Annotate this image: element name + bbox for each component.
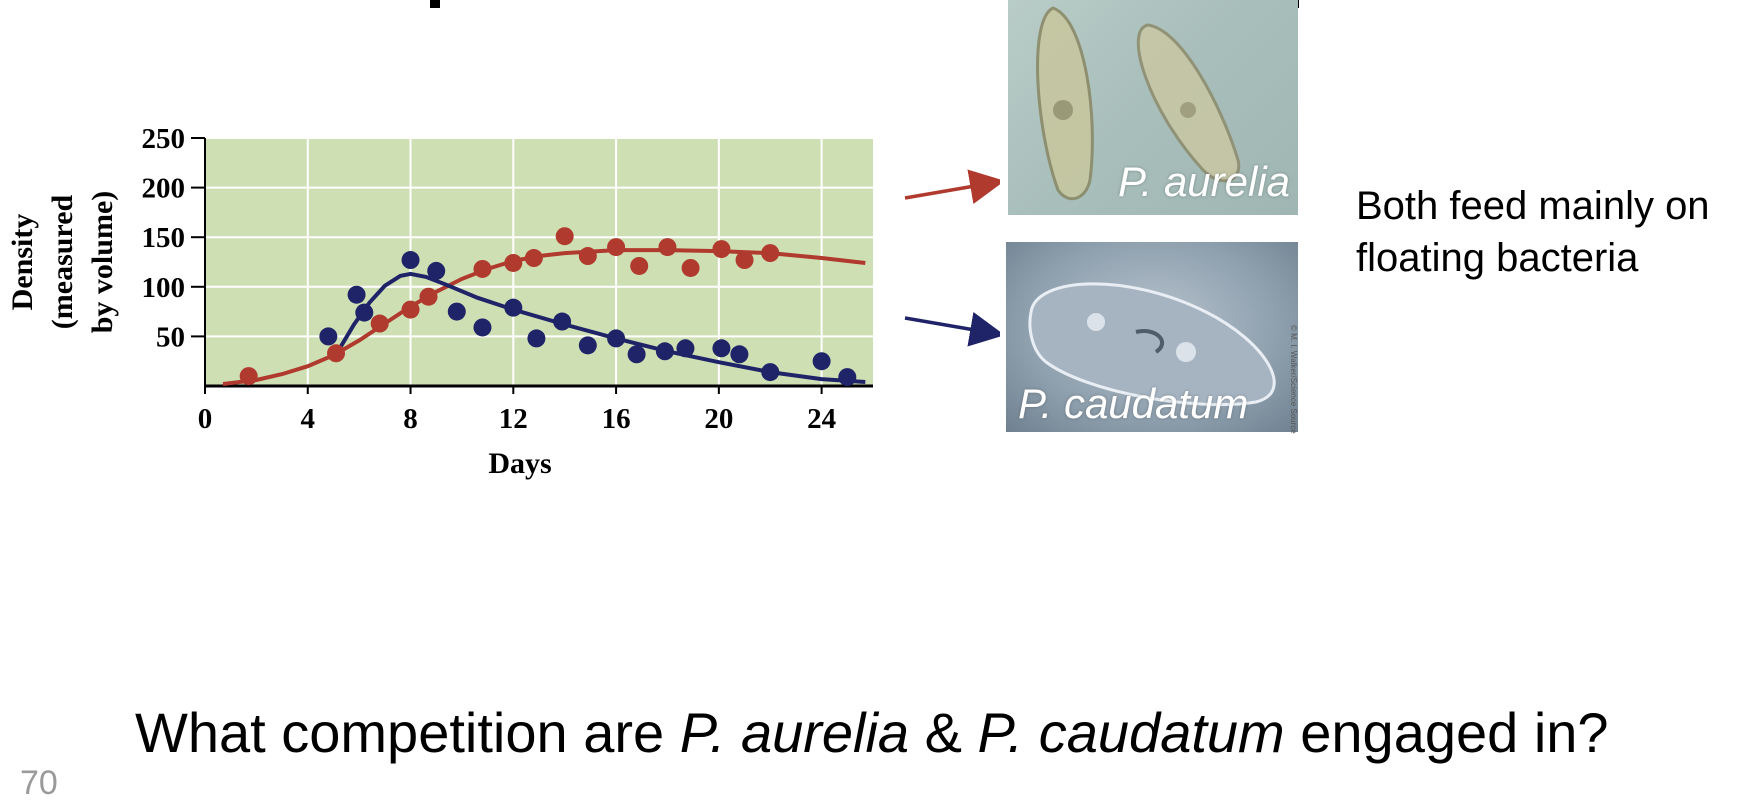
caudatum-arrow xyxy=(904,312,1000,347)
p-caudatum-point-0 xyxy=(319,327,338,346)
y-axis-label: Density (measured by volume) xyxy=(6,191,119,334)
question-connector: & xyxy=(909,701,978,764)
p-aurelia-point-5 xyxy=(473,259,492,278)
y-axis-label-line-1: (measured xyxy=(46,194,79,329)
caudatum-caption: P. caudatum xyxy=(1018,380,1249,427)
p-aurelia-point-2 xyxy=(370,314,389,333)
x-tick-label-8: 8 xyxy=(403,403,418,435)
p-caudatum-point-7 xyxy=(504,298,523,317)
aurelia-cells-drawing xyxy=(1036,6,1241,201)
y-tick-label-200: 200 xyxy=(142,173,186,205)
caudatum-cell-drawing xyxy=(1028,282,1276,407)
question-species-2: P. caudatum xyxy=(977,701,1285,764)
p-caudatum-point-8 xyxy=(527,329,546,348)
x-tick-label-16: 16 xyxy=(602,403,631,435)
p-caudatum-point-13 xyxy=(655,342,674,361)
cropped-title-mark-1 xyxy=(430,0,440,8)
p-aurelia-point-7 xyxy=(524,249,543,268)
y-tick-label-100: 100 xyxy=(142,272,186,304)
p-caudatum-point-9 xyxy=(553,312,572,331)
p-caudatum-point-5 xyxy=(447,302,466,321)
p-aurelia-point-11 xyxy=(630,256,649,275)
side-note: Both feed mainly on floating bacteria xyxy=(1356,184,1710,280)
p-caudatum-point-19 xyxy=(838,368,857,387)
x-tick-labels: 0 4 8 12 16 20 24 xyxy=(198,403,836,435)
p-aurelia-point-12 xyxy=(658,238,677,257)
slide-number: 70 xyxy=(20,764,58,802)
x-tick-label-20: 20 xyxy=(704,403,733,435)
p-caudatum-point-4 xyxy=(427,261,446,280)
p-aurelia-point-0 xyxy=(239,367,258,386)
p-caudatum-point-12 xyxy=(627,345,646,364)
p-aurelia-point-8 xyxy=(555,227,574,246)
aurelia-micrograph: P. aurelia xyxy=(1008,0,1298,215)
p-caudatum-point-2 xyxy=(355,303,374,322)
y-axis-label-group: Density (measured by volume) xyxy=(6,191,119,334)
question-prefix: What competition are xyxy=(135,701,680,764)
p-aurelia-point-1 xyxy=(327,344,346,363)
x-tick-label-0: 0 xyxy=(198,403,213,435)
p-aurelia-curve xyxy=(222,248,866,386)
p-aurelia-point-14 xyxy=(712,240,731,259)
p-caudatum-point-3 xyxy=(401,251,420,270)
y-tick-label-50: 50 xyxy=(156,321,185,353)
question-species-1: P. aurelia xyxy=(679,701,910,764)
population-chart: 50 100 150 200 250 0 4 8 12 16 20 24 Days Density(… xyxy=(6,123,1000,480)
p-caudatum-point-17 xyxy=(761,363,780,382)
p-aurelia-point-10 xyxy=(607,238,626,257)
x-tick-label-24: 24 xyxy=(807,403,836,435)
p-caudatum-point-16 xyxy=(730,345,749,364)
p-aurelia-point-6 xyxy=(504,253,523,272)
p-caudatum-curve xyxy=(336,271,866,384)
x-axis-label: Days xyxy=(488,447,551,480)
p-caudatum-point-6 xyxy=(473,318,492,337)
photo-credit: © M. I. Walker/Science Source xyxy=(1289,325,1298,434)
p-caudatum-point-11 xyxy=(607,329,626,348)
axes xyxy=(191,137,873,394)
p-aurelia-point-4 xyxy=(419,287,438,306)
p-caudatum-point-10 xyxy=(578,336,597,355)
y-axis-label-line-2: by volume) xyxy=(86,191,119,334)
fitted-curves xyxy=(222,248,866,386)
p-caudatum-point-18 xyxy=(812,352,831,371)
p-aurelia-point-16 xyxy=(761,244,780,263)
p-aurelia-point-13 xyxy=(681,258,700,277)
x-tick-label-12: 12 xyxy=(499,403,528,435)
data-points xyxy=(239,227,857,387)
p-aurelia-point-15 xyxy=(735,251,754,270)
y-tick-label-250: 250 xyxy=(142,123,186,155)
pointer-arrows xyxy=(904,169,1000,347)
aurelia-arrow xyxy=(904,169,1000,204)
y-axis-label-line-0: Density xyxy=(6,214,39,311)
p-caudatum-point-14 xyxy=(676,339,695,358)
aurelia-caption: P. aurelia xyxy=(1118,158,1291,205)
p-caudatum-point-1 xyxy=(347,285,366,304)
p-aurelia-point-9 xyxy=(578,247,597,266)
p-aurelia-point-3 xyxy=(401,300,420,319)
question-text: What competition are P. aurelia & P. cau… xyxy=(135,700,1609,765)
p-caudatum-point-15 xyxy=(712,339,731,358)
question-suffix: engaged in? xyxy=(1284,701,1609,764)
cropped-title-fragments xyxy=(0,0,1758,10)
y-tick-labels: 50 100 150 200 250 xyxy=(142,123,186,353)
x-tick-label-4: 4 xyxy=(301,403,316,435)
caudatum-micrograph: P. caudatum xyxy=(1006,242,1298,432)
y-tick-label-150: 150 xyxy=(142,222,186,254)
